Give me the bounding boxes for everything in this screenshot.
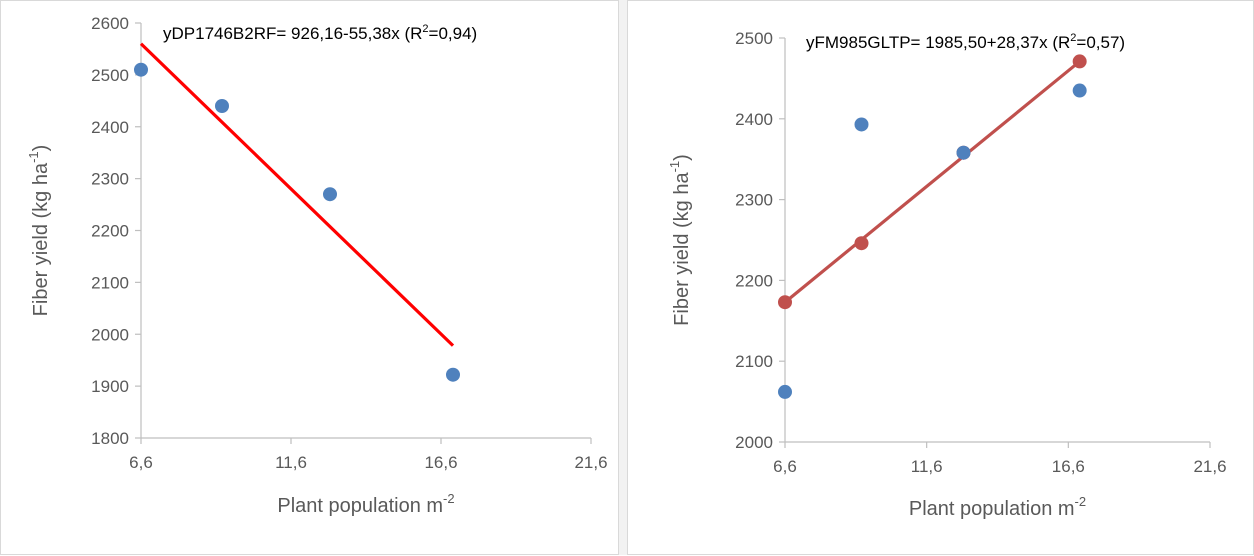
chart-panel-left: 1800 1900 2000 2100 2200 2300 2400 2500 2600 6,6 1… [0, 0, 619, 555]
x-tick-label: 6,6 [773, 457, 797, 476]
data-point [134, 62, 148, 77]
x-tick-label: 16,6 [1052, 457, 1085, 476]
x-tick-label: 21,6 [574, 453, 607, 472]
y-tick-label: 2500 [735, 29, 773, 48]
x-tick-label: 11,6 [911, 457, 943, 476]
y-tick-label: 2200 [91, 222, 129, 241]
y-tick-label: 2100 [91, 273, 129, 292]
y-tick-label: 2400 [735, 110, 773, 129]
x-tick-label: 21,6 [1193, 457, 1226, 476]
chart-right: 2000 2100 2200 2300 2400 2500 6,6 11,6 16,6 21,6 y… [667, 29, 1227, 520]
data-point [215, 99, 229, 113]
y-axis-title: Fiber yield (kg ha-1) [667, 154, 693, 326]
trendline-point [854, 236, 869, 251]
y-tick-label: 2200 [735, 271, 773, 290]
y-tick-label: 1800 [91, 429, 129, 448]
trendline [139, 42, 455, 347]
trendline-point [1072, 54, 1087, 69]
panel-divider [619, 0, 627, 555]
y-tick-label: 2300 [91, 170, 129, 189]
chart-panel-right: 2000 2100 2200 2300 2400 2500 6,6 11,6 16,6 21,6 y… [627, 0, 1254, 555]
y-tick-label: 2300 [735, 191, 773, 210]
x-tick-label: 11,6 [275, 453, 307, 472]
y-tick-label: 2600 [91, 14, 129, 33]
y-tick-label: 2500 [91, 66, 129, 85]
trendline-point [778, 295, 792, 310]
chart-left: 1800 1900 2000 2100 2200 2300 2400 2500 2600 6,6 1… [26, 14, 608, 517]
regression-equation: yFM985GLTP= 1985,50+28,37x (R2=0,57) [806, 32, 1125, 52]
y-tick-label: 2000 [735, 433, 773, 452]
y-tick-label: 2000 [91, 325, 129, 344]
x-axis-title: Plant population m-2 [909, 494, 1086, 520]
x-axis-title: Plant population m-2 [277, 491, 454, 517]
x-tick-label: 16,6 [424, 453, 457, 472]
data-point [446, 367, 460, 382]
y-tick-label: 1900 [91, 377, 129, 396]
y-tick-label: 2400 [91, 118, 129, 137]
data-point [323, 187, 337, 202]
data-point [956, 145, 971, 160]
data-point [778, 384, 792, 399]
y-tick-label: 2100 [735, 352, 773, 371]
trendline [783, 60, 1081, 304]
x-tick-label: 6,6 [129, 453, 153, 472]
data-point [1072, 83, 1087, 98]
regression-equation: yDP1746B2RF= 926,16-55,38x (R2=0,94) [163, 23, 477, 43]
data-point [854, 117, 869, 132]
y-axis-title: Fiber yield (kg ha-1) [26, 145, 52, 317]
